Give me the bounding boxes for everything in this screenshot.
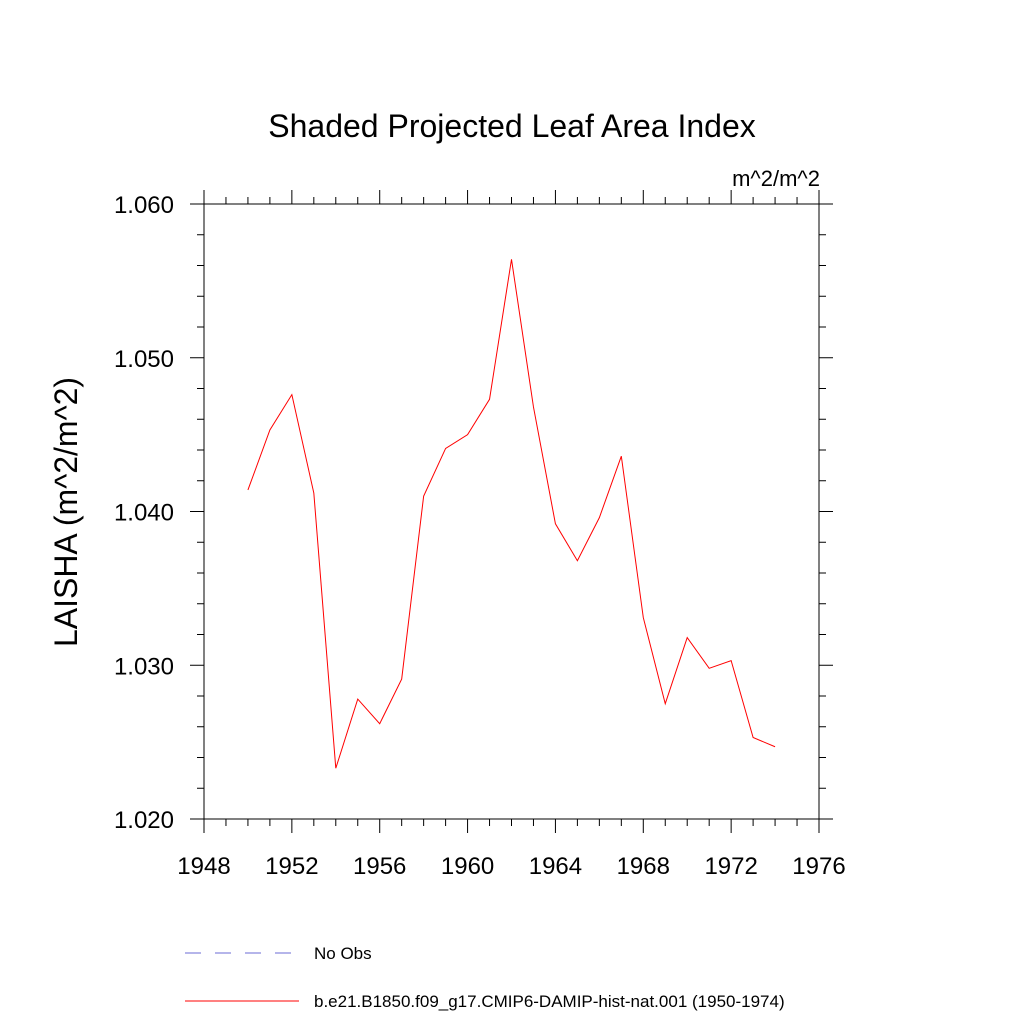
legend-label: No Obs	[314, 944, 372, 963]
y-tick-label: 1.030	[114, 653, 174, 680]
y-tick-label: 1.020	[114, 807, 174, 834]
x-tick-label: 1972	[704, 853, 757, 880]
x-tick-label: 1948	[177, 853, 230, 880]
y-tick-label: 1.060	[114, 192, 174, 219]
y-tick-label: 1.050	[114, 346, 174, 373]
series-layer	[247, 259, 776, 769]
x-tick-label: 1976	[792, 853, 845, 880]
legend-label: b.e21.B1850.f09_g17.CMIP6-DAMIP-hist-nat…	[314, 992, 785, 1011]
x-tick-label: 1952	[265, 853, 318, 880]
x-tick-label: 1968	[617, 853, 670, 880]
series-line	[247, 259, 776, 769]
plot-frame	[203, 203, 820, 820]
y-tick-label: 1.040	[114, 500, 174, 527]
x-tick-label: 1964	[529, 853, 582, 880]
units-label: m^2/m^2	[732, 166, 820, 191]
axes: 1948 1952 1956 1960 1964 1968 1972 1976 1.020 1.0…	[114, 190, 846, 880]
chart-title: Shaded Projected Leaf Area Index	[268, 108, 755, 144]
x-tick-label: 1960	[441, 853, 494, 880]
y-axis-label: LAISHA (m^2/m^2)	[48, 377, 84, 647]
legend: No Obs b.e21.B1850.f09_g17.CMIP6-DAMIP-hi…	[185, 944, 785, 1011]
x-tick-label: 1956	[353, 853, 406, 880]
